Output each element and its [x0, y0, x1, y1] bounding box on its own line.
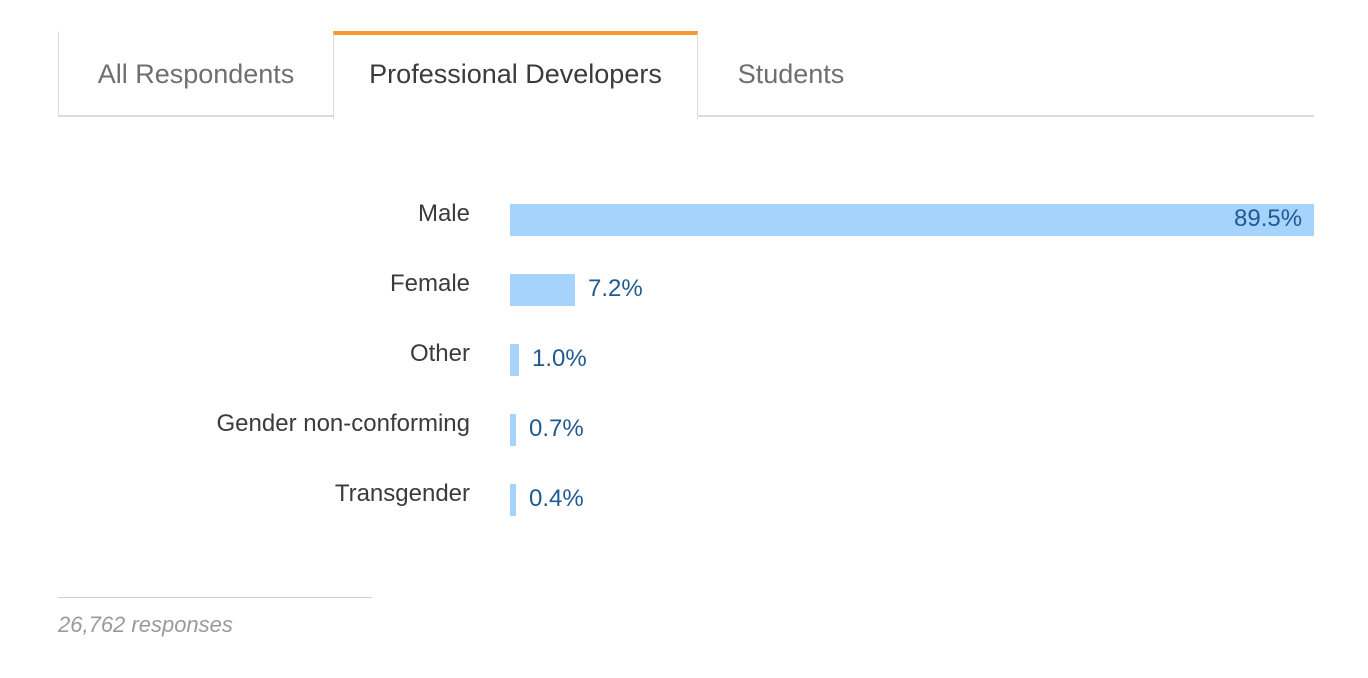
tab-professional-developers[interactable]: Professional Developers [333, 31, 698, 119]
bar [510, 484, 516, 516]
bar [510, 414, 516, 446]
value-label: 7.2% [588, 275, 643, 302]
category-label: Gender non-conforming [216, 410, 470, 437]
category-label: Transgender [334, 480, 470, 507]
bar [510, 274, 575, 306]
bar [510, 344, 519, 376]
value-label: 89.5% [1234, 205, 1303, 232]
value-label: 1.0% [532, 345, 587, 372]
tab-bar: All Respondents Professional Developers … [58, 31, 1314, 119]
chart-row: Other 1.0% [0, 340, 1368, 378]
bar-chart: Male 89.5% Female 7.2% Other 1.0% Gender non-c… [0, 180, 1368, 540]
bar [510, 204, 1314, 236]
chart-row: Female 7.2% [0, 270, 1368, 308]
category-label: Other [409, 340, 470, 367]
value-label: 0.4% [529, 485, 584, 512]
tab-students[interactable]: Students [737, 59, 845, 89]
response-count: 26,762 responses [58, 612, 233, 637]
chart-row: Gender non-conforming 0.7% [0, 410, 1368, 448]
chart-row: Male 89.5% [0, 200, 1368, 238]
value-label: 0.7% [529, 415, 584, 442]
tab-all-respondents[interactable]: All Respondents [58, 31, 333, 117]
category-label: Female [389, 270, 470, 297]
chart-row: Transgender 0.4% [0, 480, 1368, 518]
footer-divider [58, 597, 372, 598]
category-label: Male [417, 200, 470, 227]
